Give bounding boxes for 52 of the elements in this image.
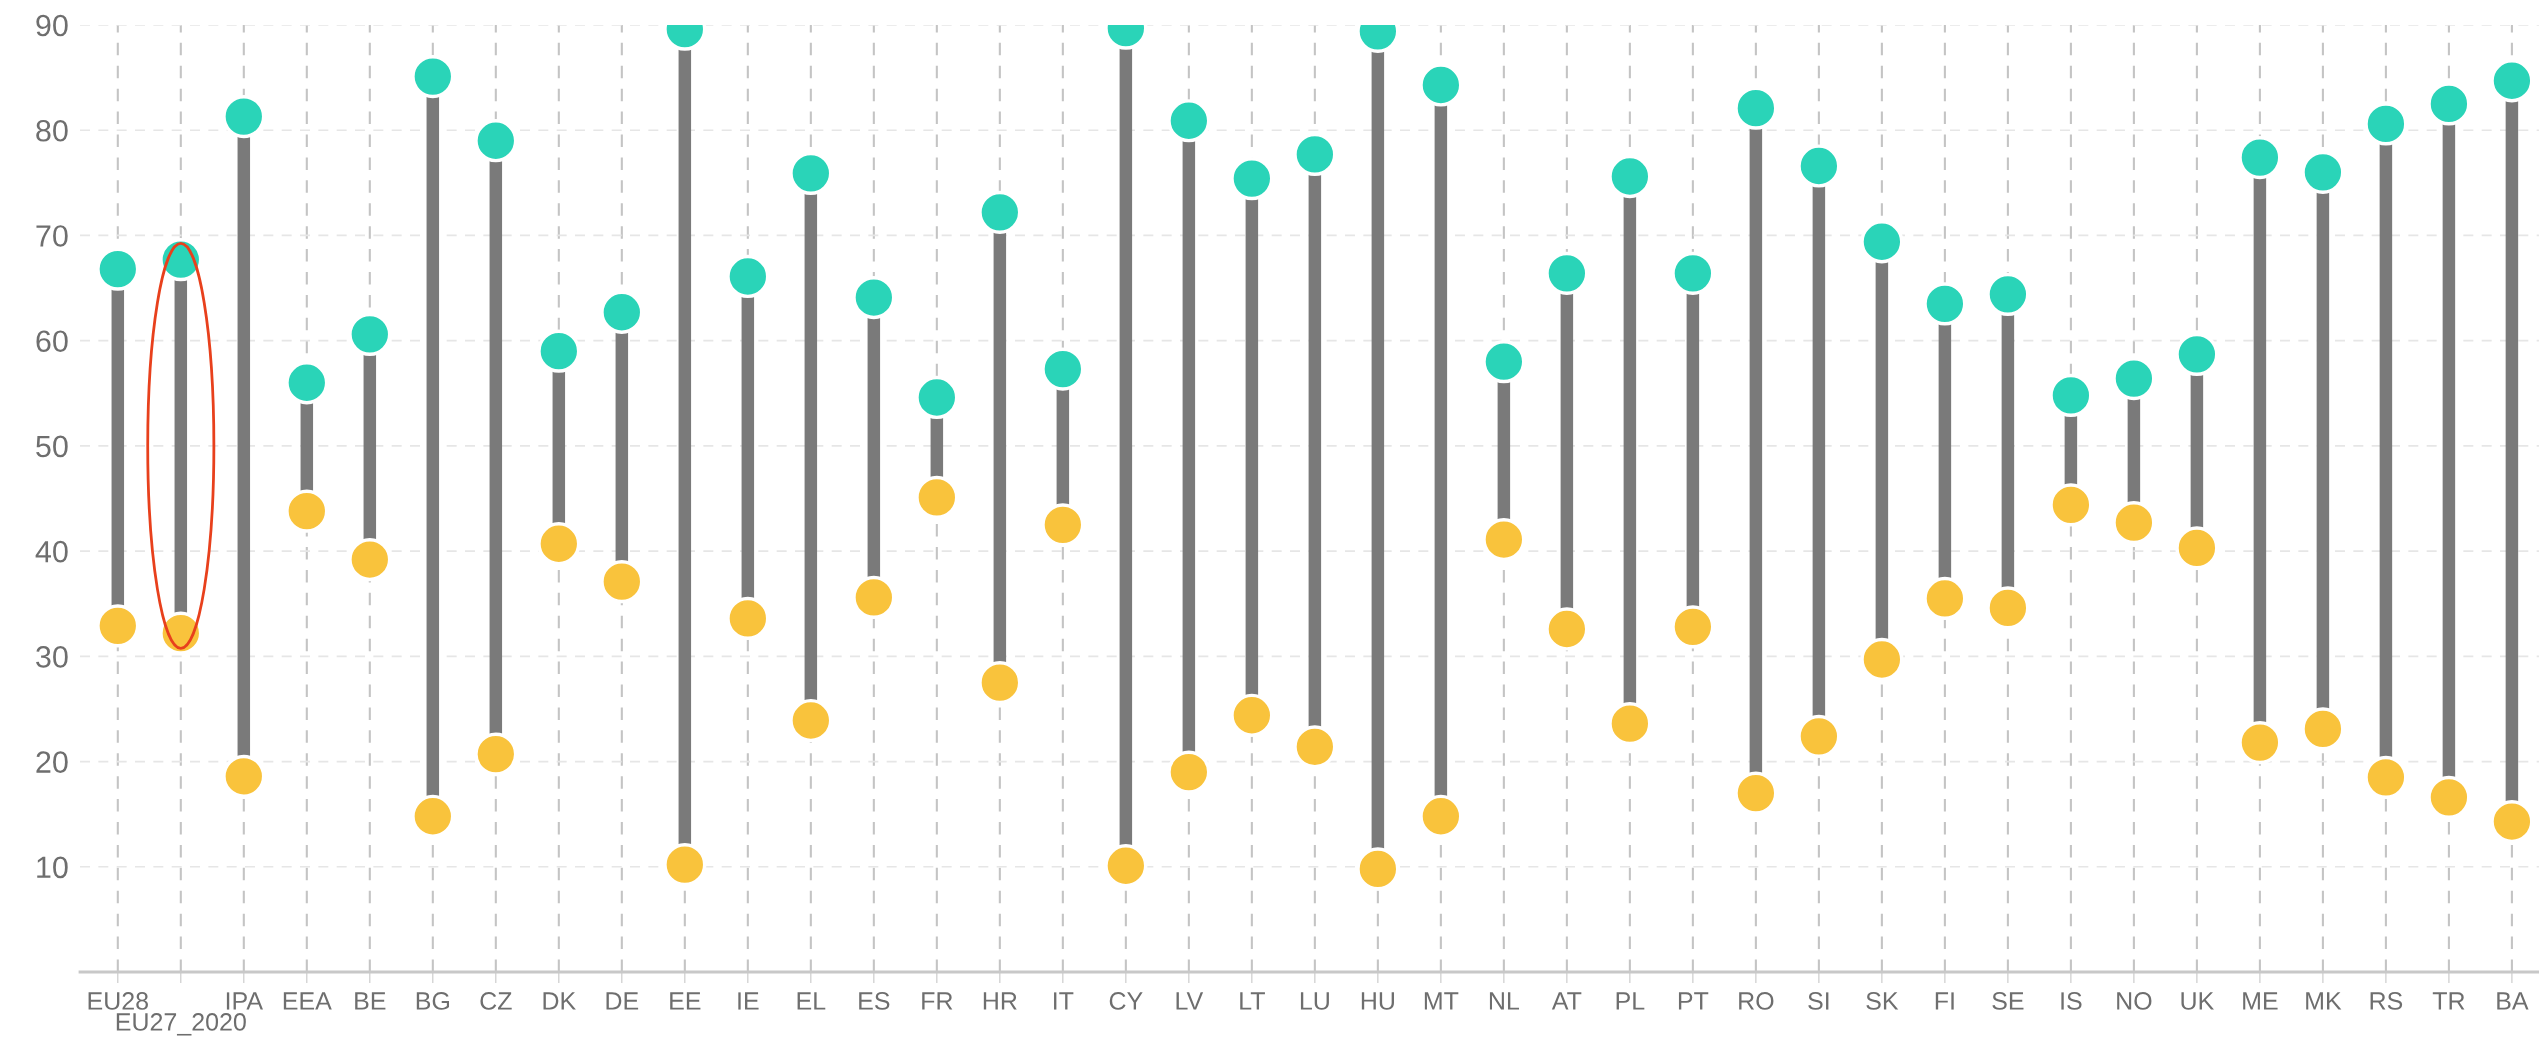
- x-tick-label: PL: [1616, 992, 1645, 1010]
- y-tick-label: 30: [36, 646, 68, 668]
- x-tick-label: BG: [416, 992, 450, 1010]
- x-tick-label: AT: [1551, 992, 1582, 1010]
- x-tick-label: LU: [1300, 992, 1329, 1010]
- x-tick-label: FR: [922, 992, 953, 1010]
- y-tick-label: 50: [36, 435, 68, 458]
- x-tick-label: IE: [738, 992, 759, 1010]
- x-tick-label: TR: [2432, 992, 2465, 1010]
- x-tick-label: EEA: [283, 992, 332, 1010]
- point: [1167, 99, 1211, 143]
- x-tick-label: DK: [543, 992, 576, 1010]
- x-tick-label: LV: [1176, 992, 1204, 1010]
- x-tick-label: MK: [2306, 992, 2342, 1010]
- y-tick-label: 10: [37, 856, 68, 879]
- x-tick-label: CY: [1109, 992, 1143, 1010]
- y-tick-label: 80: [36, 119, 68, 142]
- x-tick-label: BA: [2497, 992, 2529, 1010]
- y-tick-label: 60: [36, 330, 68, 353]
- y-tick-label: 70: [36, 225, 68, 247]
- x-tick-label: RS: [2370, 992, 2403, 1010]
- y-tick-label: 40: [35, 540, 68, 563]
- x-tick-label: EL: [797, 992, 826, 1010]
- x-tick-label: HR: [983, 992, 1017, 1010]
- x-tick-label: SI: [1808, 992, 1829, 1010]
- x-tick-label: LT: [1240, 992, 1265, 1010]
- x-tick-label: IT: [1054, 992, 1074, 1010]
- x-tick-label: SK: [1866, 992, 1899, 1010]
- point: [1860, 220, 1904, 264]
- y-tick-label: 90: [36, 14, 68, 37]
- x-tick-label: MT: [1424, 992, 1459, 1010]
- x-tick-label: IS: [2061, 992, 2082, 1010]
- point: [1167, 750, 1211, 794]
- x-tick-label: NL: [1489, 992, 1520, 1010]
- x-tick-label: EE: [670, 992, 701, 1010]
- x-tick-label: ME: [2243, 992, 2278, 1010]
- x-tick-label: NO: [2117, 992, 2152, 1010]
- x-tick-label: EU28: [88, 992, 148, 1010]
- x-tick-label: HU: [1361, 992, 1394, 1010]
- x-tick-label: ES: [859, 992, 890, 1010]
- x-tick-label: UK: [2181, 992, 2214, 1010]
- x-tick-label: CZ: [480, 992, 512, 1010]
- x-tick-label: FI: [1935, 992, 1954, 1010]
- x-tick-label: SE: [1992, 992, 2024, 1010]
- x-tick-label: IPA: [226, 992, 263, 1010]
- y-tick-label: 20: [36, 751, 68, 773]
- x-tick-label: EU27_2020: [116, 1013, 246, 1036]
- x-tick-label: RO: [1739, 992, 1774, 1010]
- x-tick-label: PT: [1678, 992, 1709, 1010]
- x-tick-label: DE: [606, 992, 639, 1010]
- x-tick-label: BE: [355, 992, 386, 1010]
- point: [537, 329, 581, 373]
